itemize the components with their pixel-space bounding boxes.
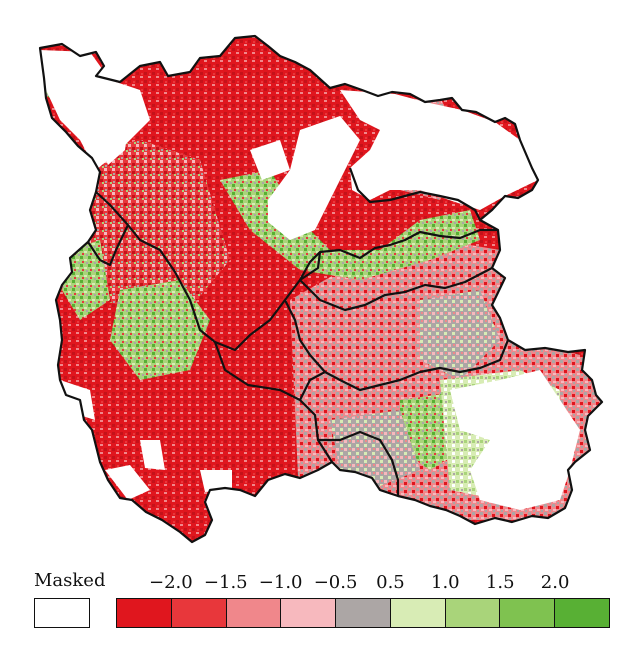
colorbar-legend xyxy=(116,598,610,628)
legend-swatch-4 xyxy=(281,599,337,627)
legend-tick-label: 0.5 xyxy=(376,572,405,593)
legend-tick-label: −1.5 xyxy=(203,572,248,593)
legend-tick-label: −0.5 xyxy=(313,572,358,593)
legend-tick-label: 1.5 xyxy=(485,572,515,593)
legend-swatch-2 xyxy=(171,599,227,627)
province-borders xyxy=(38,34,604,544)
legend-swatch-3 xyxy=(226,599,282,627)
legend-tick-label: −1.0 xyxy=(258,572,303,593)
map-fill xyxy=(40,36,602,542)
map-panel xyxy=(38,34,604,544)
legend-swatch-1 xyxy=(117,599,172,627)
legend-swatch-7 xyxy=(445,599,501,627)
legend-swatch-8 xyxy=(500,599,556,627)
legend-tick-label: 2.0 xyxy=(540,572,570,593)
legend-swatch-6 xyxy=(390,599,446,627)
legend-swatch-9 xyxy=(555,599,610,627)
legend-swatch-5 xyxy=(336,599,391,627)
legend-tick-label: −2.0 xyxy=(149,572,193,593)
legend-tick-label: 1.0 xyxy=(431,572,460,593)
masked-swatch xyxy=(34,598,90,628)
masked-label: Masked xyxy=(34,570,106,591)
